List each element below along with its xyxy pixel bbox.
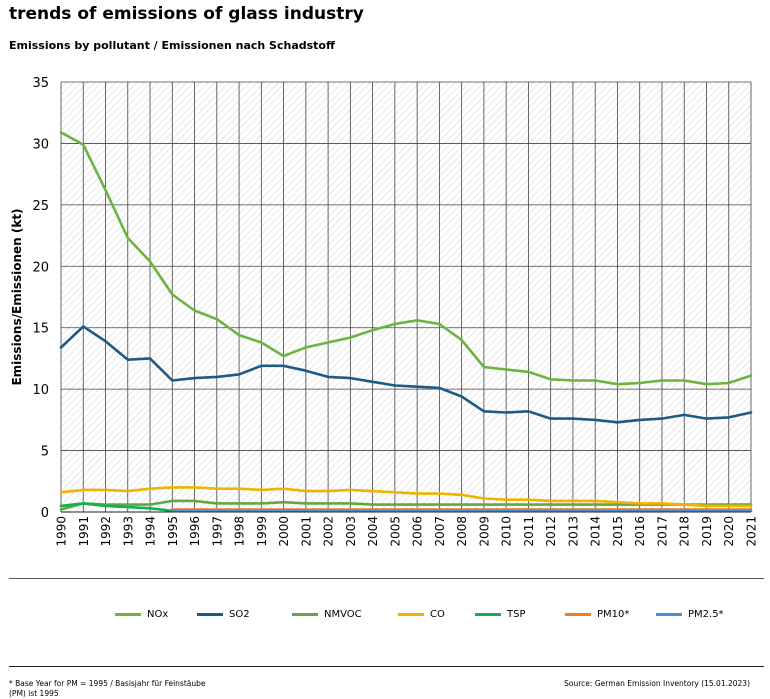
x-tick-label: 2009 [477,516,491,547]
legend-label: PM10* [597,609,630,620]
series-line-co [59,486,753,508]
x-tick-label: 2012 [544,516,558,547]
x-tick-label: 2001 [299,516,313,547]
legend-swatch [475,613,501,616]
y-tick-label: 10 [32,383,49,398]
x-tick-label: 1999 [255,516,269,547]
series-line-nmvoc [59,499,753,511]
x-tick-label: 2021 [745,516,759,547]
x-tick-label: 2018 [678,516,692,547]
x-tick-label: 1996 [188,516,202,547]
legend-swatch [565,613,591,616]
legend-swatch [292,613,318,616]
legend-item: TSP [475,609,526,620]
x-tick-label: 2011 [522,516,536,547]
y-tick-label: 15 [32,322,49,337]
legend-item: NOx [115,609,168,620]
footer-divider [9,666,764,667]
legend-label: NMVOC [324,609,362,620]
x-tick-label: 2005 [388,516,402,547]
legend-item: CO [398,609,445,620]
x-tick-label: 2000 [277,516,291,547]
legend-swatch [197,613,223,616]
legend-label: PM2.5* [688,609,724,620]
x-tick-label: 2010 [500,516,514,547]
plot-background [61,82,751,512]
chart-subtitle: Emissions by pollutant / Emissionen nach… [9,39,335,52]
x-tick-label: 2015 [611,516,625,547]
chart-legend: NOx SO2 NMVOC CO TSP PM10* PM2.5* [110,609,730,625]
source-note: Source: German Emission Inventory (15.01… [564,679,750,688]
y-tick-label: 20 [32,260,49,275]
x-tick-label: 1997 [210,516,224,547]
x-tick-label: 2002 [322,516,336,547]
x-tick-label: 1992 [99,516,113,547]
x-tick-label: 1994 [144,516,158,547]
plot-hatch [61,82,751,512]
x-tick-label: 1995 [166,516,180,547]
x-tick-label: 1991 [77,516,91,547]
x-tick-label: 2004 [366,516,380,547]
x-tick-label: 2014 [589,516,603,547]
x-tick-label: 2013 [566,516,580,547]
legend-label: SO2 [229,609,250,620]
x-tick-label: 2003 [344,516,358,547]
legend-item: PM10* [565,609,629,620]
x-tick-label: 2006 [411,516,425,547]
legend-item: NMVOC [292,609,362,620]
y-tick-label: 0 [41,506,49,521]
x-tick-label: 2019 [700,516,714,547]
y-tick-label: 30 [32,137,49,152]
series-line-nox [59,131,753,386]
legend-swatch [398,613,424,616]
legend-label: TSP [507,609,526,620]
legend-swatch [115,613,141,616]
y-tick-label: 35 [32,76,49,91]
x-tick-label: 2020 [722,516,736,547]
y-axis-label: Emissions/Emissionen (kt) [10,208,24,385]
footnote: * Base Year for PM = 1995 / Basisjahr fü… [9,679,206,698]
legend-top-divider [9,578,764,579]
x-tick-label: 1990 [55,516,69,547]
series-lines [59,131,753,513]
x-tick-label: 2007 [433,516,447,547]
legend-swatch [656,613,682,616]
legend-item: SO2 [197,609,250,620]
series-line-tsp [59,502,174,513]
x-tick-label: 2008 [455,516,469,547]
axes: 0 5 10 15 20 25 30 35 1990 1991 1992 1993 1994 1995 19… [10,76,759,547]
legend-label: NOx [147,609,169,620]
legend-label: CO [430,609,445,620]
x-tick-label: 1998 [233,516,247,547]
x-tick-label: 1993 [121,516,135,547]
chart-title: trends of emissions of glass industry [9,4,364,24]
series-line-so2 [59,325,753,424]
emissions-line-chart: 0 5 10 15 20 25 30 35 1990 1991 1992 1993 1994 1995 19… [10,76,759,547]
y-tick-label: 5 [41,445,49,460]
x-tick-label: 2017 [655,516,669,547]
x-tick-label: 2016 [633,516,647,547]
y-tick-label: 25 [32,199,49,214]
legend-item: PM2.5* [656,609,724,620]
